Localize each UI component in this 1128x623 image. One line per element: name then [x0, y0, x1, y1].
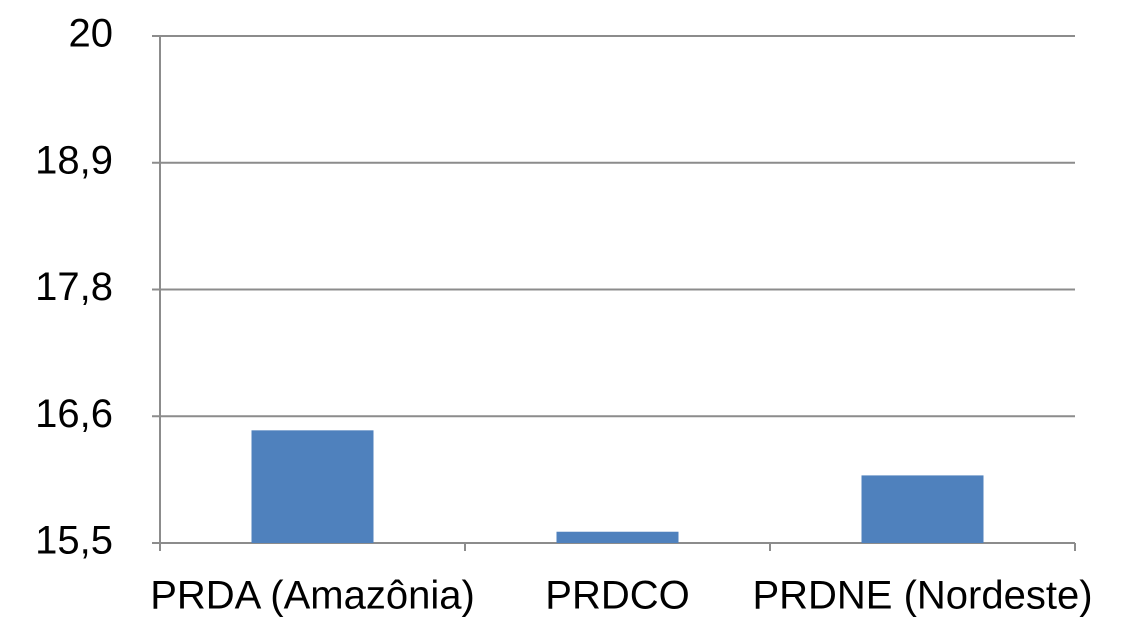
- y-tick-label: 20: [69, 12, 114, 56]
- bar: [861, 475, 984, 543]
- x-tick-label: PRDCO: [545, 574, 689, 618]
- y-tick-label: 15,5: [35, 519, 113, 563]
- bar: [556, 531, 679, 543]
- y-tick-label: 17,8: [35, 265, 113, 309]
- x-tick-label: PRDA (Amazônia): [150, 574, 475, 618]
- x-tick-label: PRDNE (Nordeste): [752, 574, 1092, 618]
- y-tick-label: 18,9: [35, 138, 113, 182]
- y-tick-label: 16,6: [35, 392, 113, 436]
- bar: [251, 430, 374, 543]
